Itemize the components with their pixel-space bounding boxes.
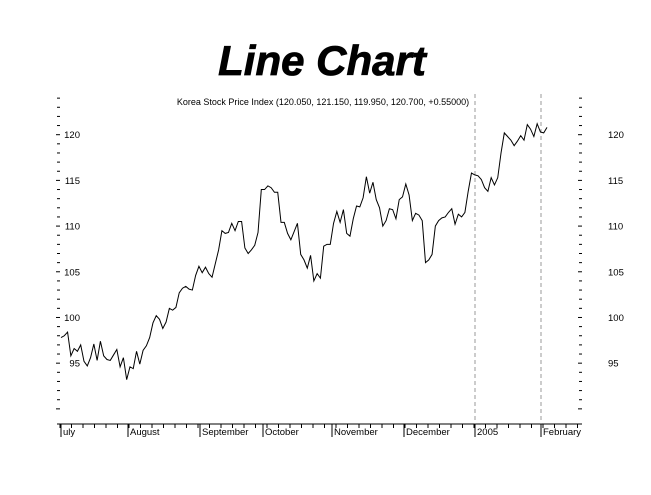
y-tick-label-right: 100 [608,313,624,324]
y-tick-label-left: 115 [65,176,80,187]
y-tick-label-right: 110 [608,222,623,233]
x-tick-label: September [202,427,248,438]
x-tick-label: uly [63,427,75,438]
chart-subtitle: Korea Stock Price Index (120.050, 121.15… [177,97,469,107]
chart-title: Line Chart [218,37,428,84]
y-axis-right: 95 100 105 110 115 120 [578,97,624,410]
y-tick-label-right: 95 [608,359,619,370]
x-tick-label: August [130,427,160,438]
y-tick-label-right: 105 [608,267,624,278]
x-tick-label: December [406,427,450,438]
month-dividers [474,94,542,424]
x-tick-label: 2005 [477,427,498,438]
series-line [60,122,548,380]
y-tick-label-right: 115 [608,176,623,187]
y-tick-label-right: 120 [608,130,624,141]
y-tick-label-left: 100 [64,313,80,324]
x-tick-label: November [334,427,378,438]
y-tick-label-left: 105 [64,267,80,278]
x-tick-labels: uly August September October November Decembe… [60,424,581,438]
x-tick-label: February [543,427,581,438]
x-axis [59,424,578,428]
y-tick-label-left: 95 [69,359,80,370]
y-tick-label-left: 110 [65,222,80,233]
y-tick-label-left: 120 [64,130,80,141]
x-tick-label: October [265,427,299,438]
y-axis-left: 95 100 105 110 115 120 [56,97,80,410]
